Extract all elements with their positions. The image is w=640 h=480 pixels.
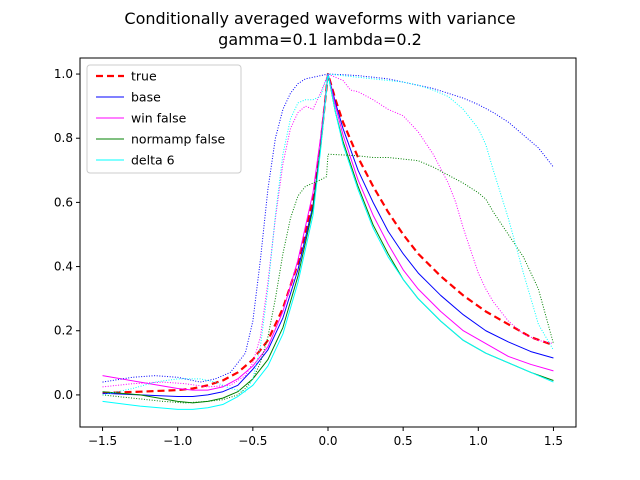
x-tick-label: −1.5 (88, 434, 117, 448)
variance-line-6 (102, 73, 554, 388)
variance-line-5 (102, 73, 554, 383)
x-axis-ticks: −1.5 −1.0 −0.5 0.0 0.5 1.0 1.5 (88, 427, 563, 448)
y-axis-ticks: 0.0 0.2 0.4 0.6 0.8 1.0 (54, 67, 80, 402)
legend-label: normamp false (131, 132, 225, 147)
variance-line-7 (102, 153, 554, 404)
legend-box (86, 64, 242, 174)
y-tick-label: 0.6 (54, 195, 73, 209)
x-tick-label: 1.5 (544, 434, 563, 448)
plot-lines (102, 72, 554, 410)
variance-line-8 (102, 73, 554, 396)
legend: true base win false normamp false delta 6 (86, 64, 242, 174)
y-tick-label: 0.8 (54, 131, 73, 145)
legend-label: true (131, 69, 157, 84)
x-tick-label: 1.0 (469, 434, 488, 448)
y-tick-label: 0.2 (54, 324, 73, 338)
chart-title-line-2: gamma=0.1 lambda=0.2 (218, 30, 422, 49)
legend-label: base (131, 90, 161, 105)
y-tick-label: 1.0 (54, 67, 73, 81)
legend-label: delta 6 (131, 153, 175, 168)
y-tick-label: 0.0 (54, 388, 73, 402)
x-tick-label: 0.5 (394, 434, 413, 448)
y-tick-label: 0.4 (54, 260, 73, 274)
legend-label: win false (131, 111, 187, 126)
x-tick-label: 0.0 (318, 434, 337, 448)
chart-title-line-1: Conditionally averaged waveforms with va… (124, 9, 515, 28)
x-tick-label: −1.0 (163, 434, 192, 448)
x-tick-label: −0.5 (238, 434, 267, 448)
